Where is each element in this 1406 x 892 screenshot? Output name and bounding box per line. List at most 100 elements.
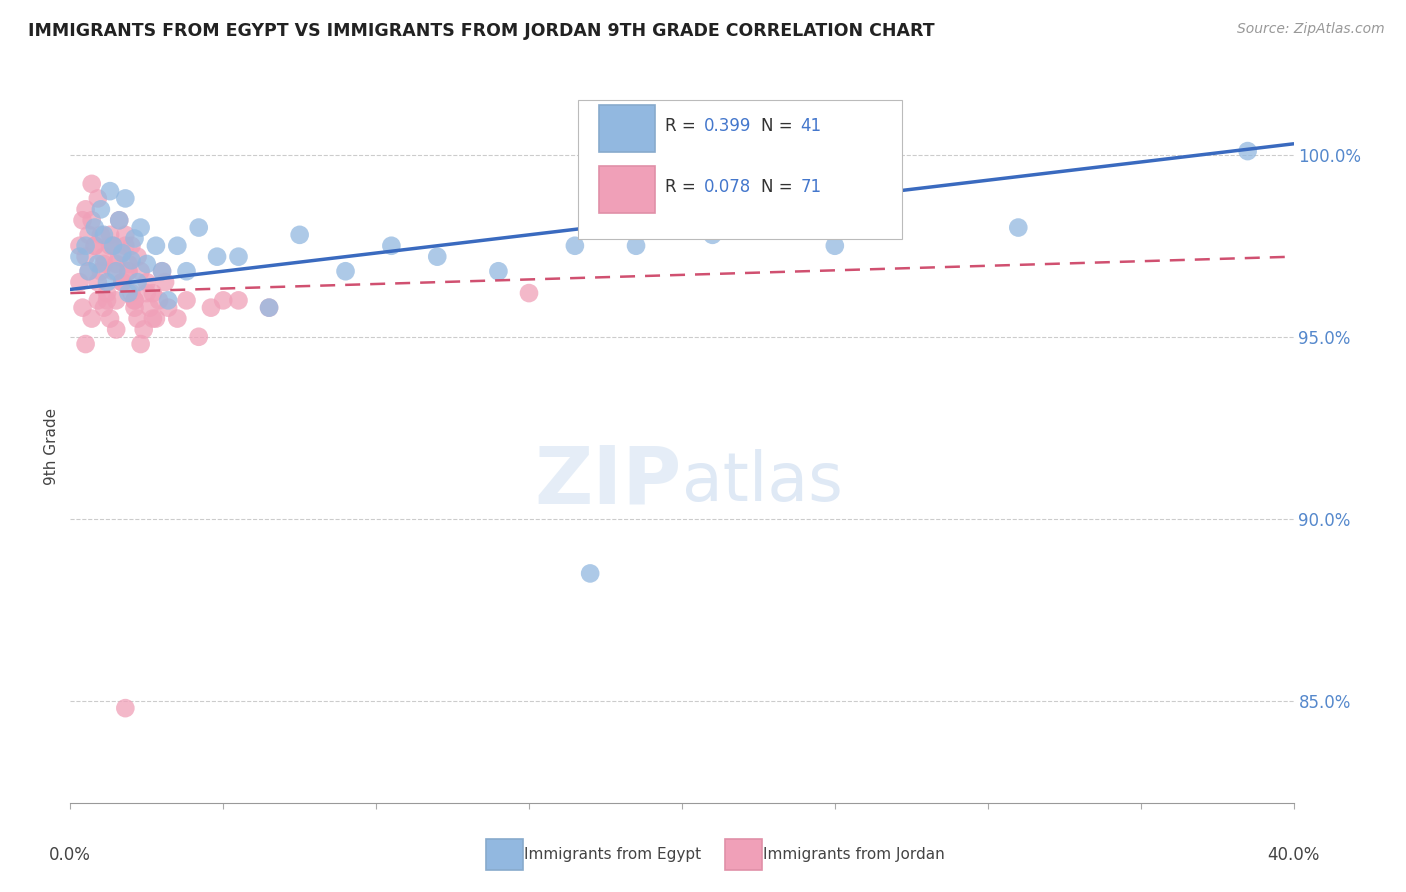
Point: [75, 250, 97, 264]
Point: [87, 293, 110, 308]
Point: [87, 275, 110, 289]
Text: 0.0%: 0.0%: [49, 847, 91, 864]
Point: [108, 213, 131, 227]
Point: [212, 293, 235, 308]
Point: [176, 293, 198, 308]
Point: [111, 246, 134, 260]
Text: Immigrants from Jordan: Immigrants from Jordan: [763, 847, 945, 862]
Text: 71: 71: [800, 178, 821, 196]
Point: [75, 337, 97, 351]
Text: 41: 41: [800, 118, 821, 136]
FancyBboxPatch shape: [578, 100, 903, 239]
Point: [98, 239, 121, 253]
Y-axis label: 9th Grade: 9th Grade: [44, 408, 59, 484]
Point: [114, 239, 136, 253]
Point: [93, 250, 115, 264]
Point: [129, 264, 152, 278]
Point: [148, 293, 170, 308]
Point: [75, 239, 97, 253]
Point: [96, 293, 118, 308]
Point: [257, 301, 280, 315]
Text: N =: N =: [762, 118, 799, 136]
Point: [72, 301, 94, 315]
Point: [150, 264, 173, 278]
Point: [124, 231, 146, 245]
Point: [426, 250, 449, 264]
Text: Source: ZipAtlas.com: Source: ZipAtlas.com: [1237, 22, 1385, 37]
Point: [90, 227, 112, 242]
Point: [114, 227, 136, 242]
Point: [564, 239, 586, 253]
Point: [101, 239, 124, 253]
Point: [111, 275, 134, 289]
Point: [166, 239, 188, 253]
Point: [80, 311, 103, 326]
Point: [87, 191, 110, 205]
Text: Immigrants from Egypt: Immigrants from Egypt: [524, 847, 702, 862]
Point: [80, 177, 103, 191]
Point: [114, 191, 136, 205]
Point: [93, 227, 115, 242]
Point: [288, 227, 311, 242]
Point: [105, 257, 128, 271]
FancyBboxPatch shape: [599, 166, 655, 212]
Point: [579, 566, 602, 581]
Text: ZIP: ZIP: [534, 442, 682, 521]
Point: [90, 264, 112, 278]
Point: [380, 239, 402, 253]
Point: [96, 275, 118, 289]
Point: [187, 330, 209, 344]
Point: [101, 239, 124, 253]
Point: [624, 239, 647, 253]
Point: [105, 322, 128, 336]
Point: [702, 227, 724, 242]
Point: [77, 264, 100, 278]
Point: [127, 250, 149, 264]
Point: [129, 337, 152, 351]
Point: [142, 311, 165, 326]
Point: [108, 213, 131, 227]
Point: [127, 311, 149, 326]
Point: [105, 293, 128, 308]
Point: [77, 264, 100, 278]
Point: [111, 275, 134, 289]
Point: [105, 264, 128, 278]
Point: [176, 264, 198, 278]
Point: [98, 311, 121, 326]
Point: [98, 227, 121, 242]
FancyBboxPatch shape: [599, 105, 655, 152]
Text: R =: R =: [665, 118, 700, 136]
Point: [139, 301, 162, 315]
Text: atlas: atlas: [682, 449, 842, 515]
Point: [127, 275, 149, 289]
Point: [75, 202, 97, 217]
Point: [129, 220, 152, 235]
Point: [69, 250, 91, 264]
Point: [83, 239, 105, 253]
Point: [121, 253, 143, 268]
Point: [80, 213, 103, 227]
Point: [117, 257, 139, 271]
Point: [145, 239, 167, 253]
Point: [132, 322, 155, 336]
Point: [1007, 220, 1029, 235]
Point: [124, 293, 146, 308]
Point: [142, 286, 165, 301]
Point: [69, 275, 91, 289]
Point: [187, 220, 209, 235]
Point: [108, 250, 131, 264]
Text: 40.0%: 40.0%: [1267, 847, 1320, 864]
Point: [157, 293, 180, 308]
Text: 0.078: 0.078: [704, 178, 751, 196]
Point: [121, 286, 143, 301]
Point: [121, 239, 143, 253]
Point: [150, 264, 173, 278]
Point: [117, 264, 139, 278]
Point: [124, 293, 146, 308]
Point: [824, 239, 846, 253]
Point: [83, 220, 105, 235]
Point: [1236, 144, 1258, 158]
Point: [90, 202, 112, 217]
Point: [135, 275, 157, 289]
Point: [87, 257, 110, 271]
